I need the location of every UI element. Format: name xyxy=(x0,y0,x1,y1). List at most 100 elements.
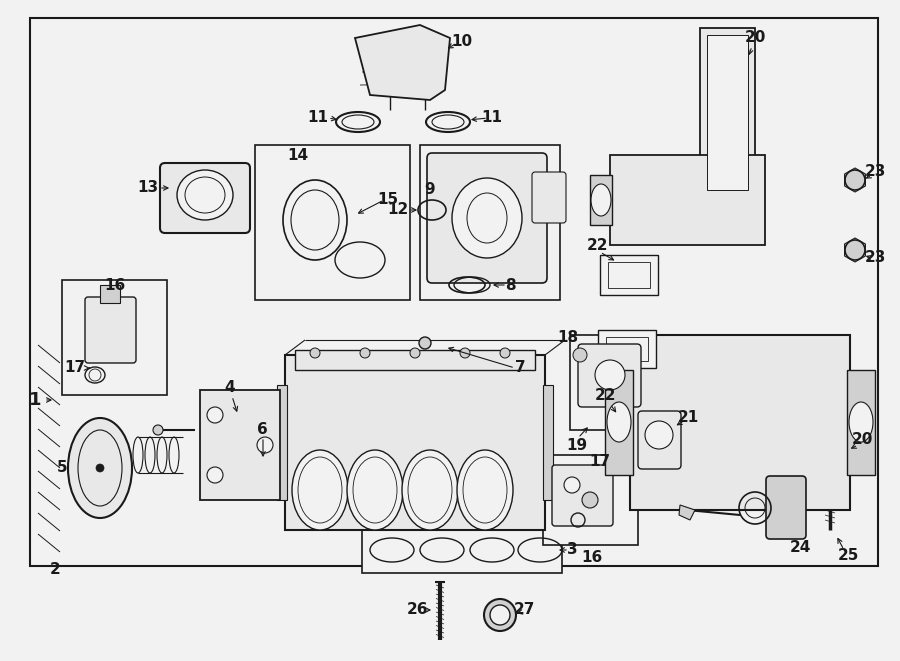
Text: 9: 9 xyxy=(425,182,436,198)
Bar xyxy=(295,350,535,370)
FancyBboxPatch shape xyxy=(532,172,566,223)
Text: 15: 15 xyxy=(377,192,399,208)
Circle shape xyxy=(564,477,580,493)
Text: 17: 17 xyxy=(65,360,86,375)
Circle shape xyxy=(845,170,865,190)
FancyBboxPatch shape xyxy=(638,411,681,469)
Text: 23: 23 xyxy=(864,165,886,180)
Circle shape xyxy=(490,605,510,625)
Bar xyxy=(598,330,656,368)
Text: 1: 1 xyxy=(29,391,41,409)
Text: 4: 4 xyxy=(225,381,235,395)
Bar xyxy=(277,385,287,500)
Bar xyxy=(255,145,410,300)
Bar xyxy=(610,155,765,245)
Ellipse shape xyxy=(607,402,631,442)
FancyBboxPatch shape xyxy=(427,153,547,283)
Bar xyxy=(62,280,167,395)
Text: 12: 12 xyxy=(387,202,409,217)
Bar xyxy=(100,285,120,303)
Ellipse shape xyxy=(432,115,464,129)
Bar xyxy=(420,145,560,300)
Ellipse shape xyxy=(342,115,374,129)
Text: 25: 25 xyxy=(837,547,859,563)
FancyBboxPatch shape xyxy=(578,344,641,407)
Text: 5: 5 xyxy=(57,461,68,475)
FancyBboxPatch shape xyxy=(160,163,250,233)
Text: 22: 22 xyxy=(595,387,616,403)
Circle shape xyxy=(96,464,104,472)
Ellipse shape xyxy=(457,450,513,530)
Circle shape xyxy=(500,348,510,358)
Ellipse shape xyxy=(402,450,458,530)
Text: 3: 3 xyxy=(567,543,577,557)
Text: 19: 19 xyxy=(566,438,588,453)
Text: 22: 22 xyxy=(587,237,608,253)
Bar xyxy=(200,390,280,500)
Bar xyxy=(570,335,665,430)
Bar xyxy=(590,175,612,225)
Text: 8: 8 xyxy=(505,278,516,293)
Text: 21: 21 xyxy=(678,410,698,426)
Circle shape xyxy=(410,348,420,358)
Bar xyxy=(707,35,748,190)
Bar xyxy=(700,28,755,198)
Circle shape xyxy=(582,492,598,508)
Circle shape xyxy=(645,421,673,449)
Circle shape xyxy=(310,348,320,358)
Text: 23: 23 xyxy=(864,251,886,266)
Text: 24: 24 xyxy=(789,541,811,555)
Text: 18: 18 xyxy=(557,330,579,346)
Ellipse shape xyxy=(591,184,611,216)
Circle shape xyxy=(153,425,163,435)
Bar xyxy=(30,18,878,566)
Bar xyxy=(606,337,648,361)
Circle shape xyxy=(595,360,625,390)
FancyBboxPatch shape xyxy=(552,465,613,526)
Text: 17: 17 xyxy=(590,455,610,469)
Text: 27: 27 xyxy=(513,602,535,617)
Bar xyxy=(608,262,650,288)
Ellipse shape xyxy=(347,450,403,530)
Polygon shape xyxy=(679,505,695,520)
Ellipse shape xyxy=(292,450,348,530)
Text: 20: 20 xyxy=(851,432,873,447)
Circle shape xyxy=(419,337,431,349)
Text: 11: 11 xyxy=(482,110,502,126)
Text: 10: 10 xyxy=(452,34,472,50)
Text: 13: 13 xyxy=(138,180,158,196)
Bar xyxy=(630,335,850,510)
Bar xyxy=(362,528,562,573)
Circle shape xyxy=(573,348,587,362)
FancyBboxPatch shape xyxy=(85,297,136,363)
Text: 7: 7 xyxy=(515,360,526,375)
Text: 26: 26 xyxy=(407,602,428,617)
Ellipse shape xyxy=(452,178,522,258)
Circle shape xyxy=(360,348,370,358)
Text: 2: 2 xyxy=(50,563,60,578)
Polygon shape xyxy=(355,25,450,100)
Circle shape xyxy=(845,240,865,260)
Circle shape xyxy=(207,467,223,483)
Text: 16: 16 xyxy=(581,551,603,566)
Ellipse shape xyxy=(177,170,233,220)
Ellipse shape xyxy=(849,402,873,442)
Bar xyxy=(605,370,633,475)
Ellipse shape xyxy=(68,418,132,518)
Bar xyxy=(285,355,545,530)
Bar xyxy=(543,385,553,500)
Bar xyxy=(600,255,658,295)
Bar xyxy=(543,455,638,545)
Text: 16: 16 xyxy=(104,278,126,293)
Circle shape xyxy=(207,407,223,423)
Circle shape xyxy=(484,599,516,631)
Text: 6: 6 xyxy=(256,422,267,438)
Circle shape xyxy=(460,348,470,358)
FancyBboxPatch shape xyxy=(766,476,806,539)
Text: 20: 20 xyxy=(744,30,766,46)
Bar xyxy=(847,370,875,475)
Circle shape xyxy=(257,437,273,453)
Circle shape xyxy=(102,287,118,303)
Text: 14: 14 xyxy=(287,147,309,163)
Text: 11: 11 xyxy=(308,110,328,126)
